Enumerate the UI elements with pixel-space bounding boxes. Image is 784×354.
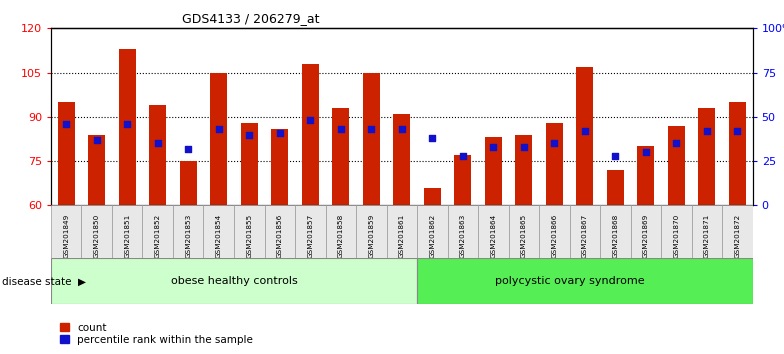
Text: disease state  ▶: disease state ▶ bbox=[2, 276, 85, 286]
Point bbox=[517, 144, 530, 150]
Bar bbox=[424, 188, 441, 205]
Point bbox=[60, 121, 72, 127]
Text: GSM201849: GSM201849 bbox=[64, 213, 69, 258]
Bar bbox=[180, 161, 197, 205]
Bar bbox=[668, 126, 684, 205]
Text: GSM201862: GSM201862 bbox=[430, 213, 435, 258]
Point bbox=[365, 126, 378, 132]
Bar bbox=[515, 135, 532, 205]
Bar bbox=[241, 123, 258, 205]
Bar bbox=[363, 73, 379, 205]
Bar bbox=[295, 205, 325, 258]
Text: GSM201866: GSM201866 bbox=[551, 213, 557, 258]
Bar bbox=[204, 205, 234, 258]
Text: GSM201856: GSM201856 bbox=[277, 213, 283, 258]
Bar bbox=[332, 108, 349, 205]
Point bbox=[640, 149, 652, 155]
Bar bbox=[600, 205, 630, 258]
Bar bbox=[722, 205, 753, 258]
Text: GSM201855: GSM201855 bbox=[246, 213, 252, 258]
Bar bbox=[539, 205, 570, 258]
Text: GSM201869: GSM201869 bbox=[643, 213, 649, 258]
Text: GSM201872: GSM201872 bbox=[735, 213, 740, 258]
Bar bbox=[699, 108, 715, 205]
Bar bbox=[661, 205, 691, 258]
Text: obese healthy controls: obese healthy controls bbox=[171, 276, 297, 286]
Bar bbox=[630, 205, 661, 258]
Bar bbox=[173, 205, 204, 258]
Bar bbox=[509, 205, 539, 258]
Bar bbox=[82, 205, 112, 258]
Bar bbox=[234, 205, 264, 258]
Text: GSM201857: GSM201857 bbox=[307, 213, 314, 258]
Text: GSM201861: GSM201861 bbox=[399, 213, 405, 258]
Text: GSM201850: GSM201850 bbox=[94, 213, 100, 258]
Bar bbox=[387, 205, 417, 258]
Text: GSM201867: GSM201867 bbox=[582, 213, 588, 258]
Point bbox=[243, 132, 256, 137]
Point bbox=[182, 146, 194, 152]
Point bbox=[212, 126, 225, 132]
Bar bbox=[51, 258, 417, 304]
Bar bbox=[729, 102, 746, 205]
Bar bbox=[112, 205, 143, 258]
Point bbox=[151, 141, 164, 146]
Text: polycystic ovary syndrome: polycystic ovary syndrome bbox=[495, 276, 644, 286]
Bar bbox=[271, 129, 289, 205]
Bar bbox=[570, 205, 600, 258]
Text: GSM201871: GSM201871 bbox=[704, 213, 710, 258]
Point bbox=[701, 128, 713, 134]
Bar bbox=[394, 114, 410, 205]
Point bbox=[426, 135, 438, 141]
Text: GSM201854: GSM201854 bbox=[216, 213, 222, 258]
Point bbox=[548, 141, 561, 146]
Bar bbox=[576, 67, 593, 205]
Text: GSM201870: GSM201870 bbox=[673, 213, 680, 258]
Bar bbox=[325, 205, 356, 258]
Bar bbox=[607, 170, 624, 205]
Bar bbox=[546, 123, 563, 205]
Bar bbox=[143, 205, 173, 258]
Bar bbox=[264, 205, 295, 258]
Point bbox=[274, 130, 286, 136]
Bar bbox=[455, 155, 471, 205]
Legend: count, percentile rank within the sample: count, percentile rank within the sample bbox=[56, 318, 257, 349]
Text: GSM201851: GSM201851 bbox=[124, 213, 130, 258]
Bar bbox=[149, 105, 166, 205]
Bar bbox=[417, 258, 753, 304]
Bar bbox=[58, 102, 74, 205]
Bar bbox=[89, 135, 105, 205]
Text: GSM201868: GSM201868 bbox=[612, 213, 619, 258]
Bar bbox=[210, 73, 227, 205]
Point bbox=[395, 126, 408, 132]
Bar bbox=[51, 205, 82, 258]
Point bbox=[304, 118, 317, 123]
Text: GSM201859: GSM201859 bbox=[368, 213, 374, 258]
Text: GSM201865: GSM201865 bbox=[521, 213, 527, 258]
Point bbox=[731, 128, 744, 134]
Point bbox=[121, 121, 133, 127]
Bar bbox=[119, 49, 136, 205]
Point bbox=[487, 144, 499, 150]
Text: GSM201852: GSM201852 bbox=[154, 213, 161, 258]
Text: GSM201863: GSM201863 bbox=[459, 213, 466, 258]
Bar bbox=[356, 205, 387, 258]
Point bbox=[579, 128, 591, 134]
Text: GSM201858: GSM201858 bbox=[338, 213, 344, 258]
Point bbox=[335, 126, 347, 132]
Point bbox=[609, 153, 622, 159]
Bar bbox=[478, 205, 509, 258]
Point bbox=[456, 153, 469, 159]
Point bbox=[670, 141, 683, 146]
Bar bbox=[485, 137, 502, 205]
Text: GSM201853: GSM201853 bbox=[185, 213, 191, 258]
Bar bbox=[302, 64, 318, 205]
Point bbox=[90, 137, 103, 143]
Text: GDS4133 / 206279_at: GDS4133 / 206279_at bbox=[182, 12, 320, 25]
Bar bbox=[417, 205, 448, 258]
Text: GSM201864: GSM201864 bbox=[490, 213, 496, 258]
Bar bbox=[637, 146, 655, 205]
Bar bbox=[448, 205, 478, 258]
Bar bbox=[691, 205, 722, 258]
